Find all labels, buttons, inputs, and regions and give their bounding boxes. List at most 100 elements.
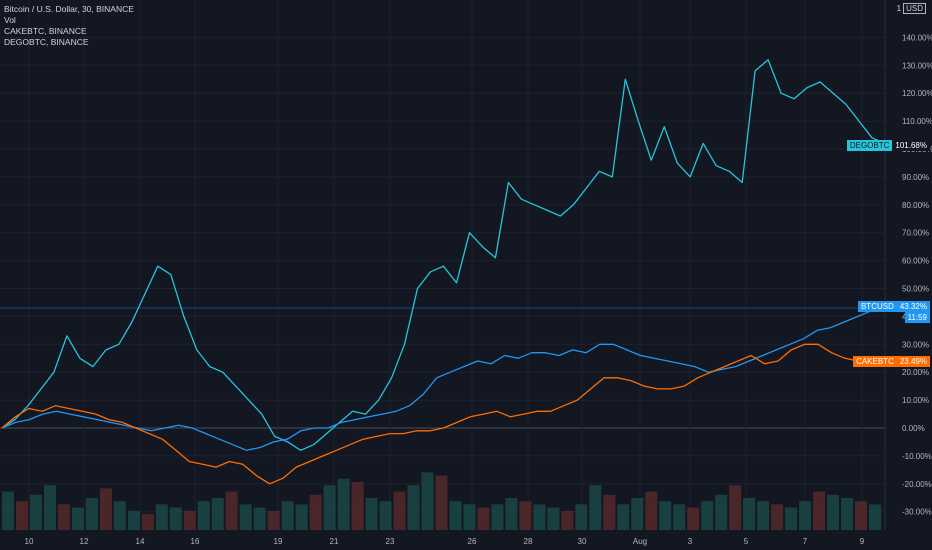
volume-bar: [43, 485, 56, 530]
volume-bar: [729, 485, 742, 530]
volume-bar: [337, 478, 350, 530]
volume-bar: [85, 498, 98, 530]
btc-tag-name: BTCUSD: [857, 301, 897, 312]
volume-bar: [687, 507, 700, 530]
y-tick-label: 140.00%: [902, 33, 932, 42]
volume-bar: [547, 507, 560, 530]
x-tick-label: 10: [25, 537, 34, 546]
x-tick-label: 5: [744, 537, 749, 546]
volume-bar: [785, 507, 798, 530]
x-tick-label: 14: [136, 537, 145, 546]
volume-bar: [407, 485, 420, 530]
y-tick-label: 30.00%: [902, 340, 929, 349]
x-tick-label: 7: [803, 537, 808, 546]
volume-bar: [645, 491, 658, 530]
y-tick-label: -10.00%: [902, 452, 932, 461]
y-tick-label: -30.00%: [902, 508, 932, 517]
y-tick-label: -20.00%: [902, 480, 932, 489]
x-tick-label: 12: [80, 537, 89, 546]
legend-main-symbol[interactable]: Bitcoin / U.S. Dollar, 30, BINANCE: [4, 4, 134, 14]
volume-bar: [155, 504, 168, 530]
volume-bar: [141, 514, 154, 530]
dego-line: [1, 59, 886, 451]
volume-bar: [477, 507, 490, 530]
volume-bar: [589, 485, 602, 530]
volume-bar: [617, 504, 630, 530]
volume-bar: [225, 491, 238, 530]
y-tick-label: 80.00%: [902, 201, 929, 210]
volume-bar: [351, 482, 364, 530]
volume-bar: [365, 498, 378, 530]
volume-bar: [99, 488, 112, 530]
volume-bar: [715, 494, 728, 530]
volume-bar: [127, 510, 140, 530]
y-tick-label: 130.00%: [902, 61, 932, 70]
y-tick-label: 60.00%: [902, 257, 929, 266]
legend-volume[interactable]: Vol: [4, 15, 16, 25]
volume-bar: [869, 504, 881, 530]
volume-bar: [15, 501, 28, 530]
volume-bar: [491, 504, 504, 530]
x-tick-label: 23: [386, 537, 395, 546]
volume-bar: [659, 501, 672, 530]
volume-bar: [281, 501, 294, 530]
volume-bar: [463, 504, 476, 530]
legend-cake[interactable]: CAKEBTC, BINANCE: [4, 26, 87, 36]
volume-bar: [197, 501, 210, 530]
volume-bar: [239, 504, 252, 530]
volume-bar: [113, 501, 126, 530]
y-tick-label: 70.00%: [902, 229, 929, 238]
volume-bar: [253, 507, 266, 530]
volume-bar: [211, 498, 224, 530]
axis-unit-toggle[interactable]: 1 USD: [896, 3, 926, 14]
volume-bar: [519, 501, 532, 530]
volume-bar: [673, 504, 686, 530]
dego-price-tag: DEGOBTC 101.68%: [846, 140, 930, 151]
volume-bar: [603, 494, 616, 530]
volume-bar: [757, 501, 770, 530]
volume-bar: [2, 491, 14, 530]
volume-bar: [561, 510, 574, 530]
volume-bar: [57, 504, 70, 530]
x-tick-label: Aug: [633, 537, 647, 546]
y-tick-label: 0.00%: [902, 424, 925, 433]
volume-bar: [267, 510, 280, 530]
volume-bar: [393, 491, 406, 530]
y-tick-label: 20.00%: [902, 368, 929, 377]
cake-line: [1, 343, 885, 485]
x-tick-label: 30: [578, 537, 587, 546]
axis-unit-prefix: 1: [896, 4, 902, 13]
volume-bar: [743, 498, 756, 530]
y-tick-label: 90.00%: [902, 173, 929, 182]
btc-tag-value: 43.32%: [896, 301, 930, 312]
volume-bar: [813, 491, 826, 530]
y-tick-label: 10.00%: [902, 396, 929, 405]
cake-tag-name: CAKEBTC: [853, 356, 897, 367]
volume-bar: [701, 501, 714, 530]
x-tick-label: 28: [524, 537, 533, 546]
legend-dego[interactable]: DEGOBTC, BINANCE: [4, 37, 89, 47]
volume-bar: [169, 507, 182, 530]
y-tick-label: 110.00%: [902, 117, 932, 126]
y-tick-label: 50.00%: [902, 285, 929, 294]
volume-bar: [323, 485, 336, 530]
dego-tag-value: 101.68%: [892, 140, 930, 151]
x-tick-label: 3: [688, 537, 693, 546]
volume-bar: [841, 498, 854, 530]
x-tick-label: 26: [468, 537, 477, 546]
btc-price-tag: BTCUSD 43.32% 11:59: [857, 301, 930, 323]
volume-bar: [71, 507, 84, 530]
volume-bar: [631, 498, 644, 530]
btc-tag-time: 11:59: [904, 312, 930, 323]
volume-bar: [575, 504, 588, 530]
x-tick-label: 19: [274, 537, 283, 546]
volume-bar: [295, 504, 308, 530]
volume-bar: [533, 504, 546, 530]
axis-unit-label: USD: [903, 3, 926, 14]
volume-bar: [29, 494, 42, 530]
volume-bar: [449, 501, 462, 530]
volume-bar: [771, 504, 784, 530]
cake-price-tag: CAKEBTC 23.49%: [853, 356, 930, 367]
cake-tag-value: 23.49%: [896, 356, 930, 367]
